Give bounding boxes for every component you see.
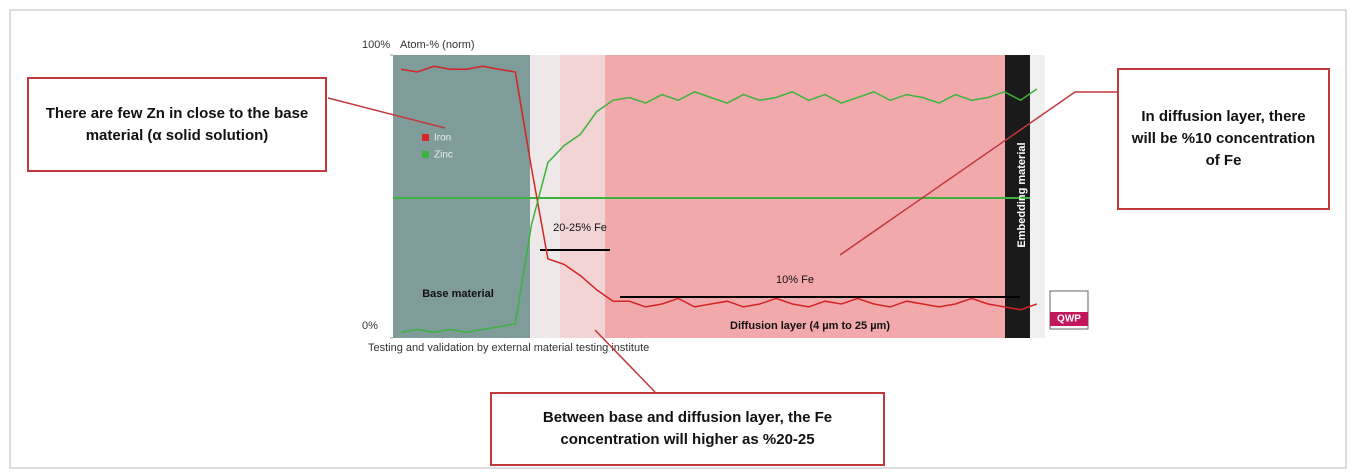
transition-region: [560, 55, 605, 338]
annotation: 10% Fe: [776, 274, 814, 286]
y-tick-label: 100%: [362, 39, 390, 51]
leader-line: [839, 91, 1076, 256]
logo-text: QWP: [1057, 314, 1081, 325]
embedding-region: [1005, 55, 1030, 338]
diffusion-region: [605, 55, 1005, 338]
edge-region: [1030, 55, 1045, 338]
series-line: [400, 88, 1038, 334]
callout: In diffusion layer, there will be %10 co…: [1117, 68, 1330, 210]
series-line: [400, 65, 1038, 311]
leader-line: [327, 97, 446, 129]
y-tick-label: 0%: [362, 320, 378, 332]
callout: There are few Zn in close to the base ma…: [27, 77, 327, 172]
legend-swatch: [422, 134, 429, 141]
annotation: Base material: [422, 288, 494, 300]
leader-line: [594, 329, 656, 393]
annotation: Diffusion layer (4 µm to 25 µm): [730, 320, 890, 332]
legend-label: Zinc: [434, 150, 453, 161]
annotation: 20-25% Fe: [553, 222, 607, 234]
frame: [9, 9, 1347, 469]
legend-swatch: [422, 151, 429, 158]
annotation: Embedding material: [1016, 142, 1028, 247]
base-region: [393, 55, 530, 338]
legend-label: Iron: [434, 133, 451, 144]
caption: Testing and validation by external mater…: [368, 342, 649, 354]
callout: Between base and diffusion layer, the Fe…: [490, 392, 885, 466]
logo: [1050, 312, 1088, 326]
y-axis-label: Atom-% (norm): [400, 39, 475, 51]
